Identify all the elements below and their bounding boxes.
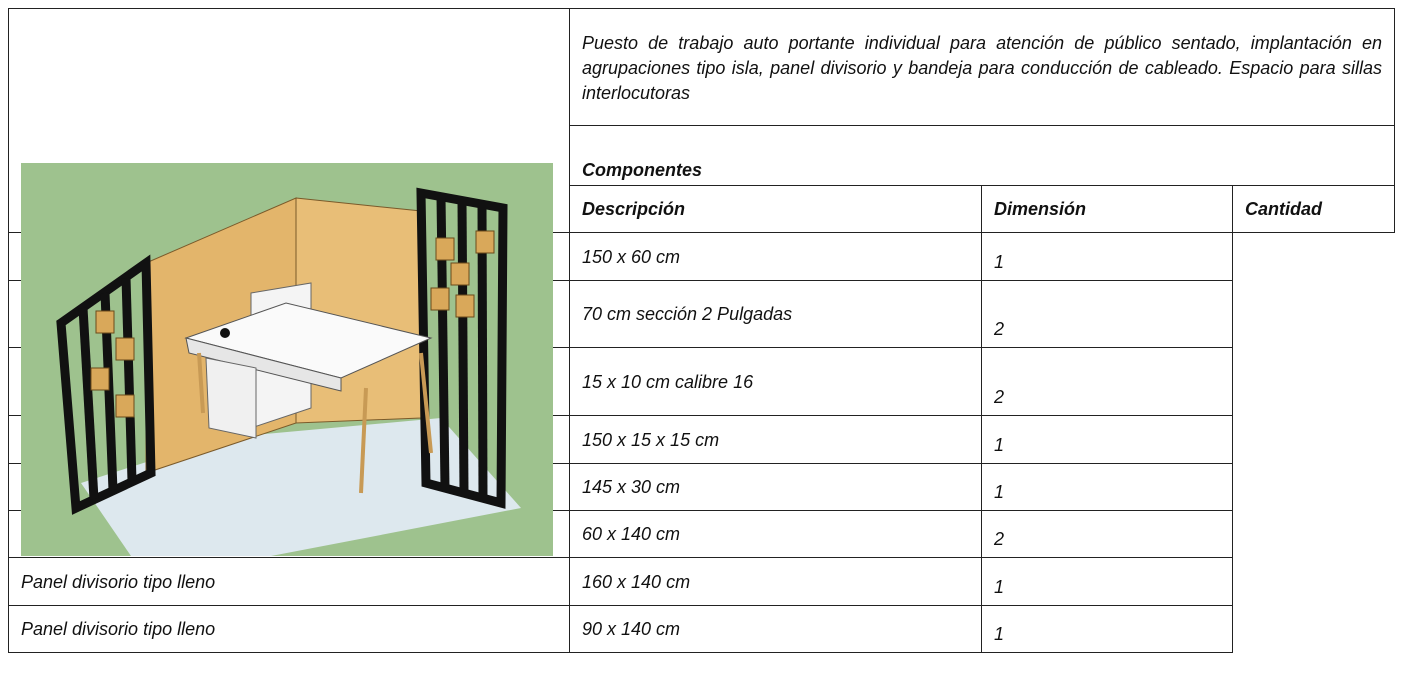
table-cell: 1 xyxy=(981,557,1233,606)
table-cell: 2 xyxy=(981,347,1233,416)
table-cell: Panel divisorio tipo lleno xyxy=(8,557,570,606)
table-cell: 90 x 140 cm xyxy=(569,605,982,653)
table-cell: 2 xyxy=(981,510,1233,558)
components-label: Componentes xyxy=(569,125,1395,186)
table-cell: 70 cm sección 2 Pulgadas xyxy=(569,280,982,348)
table-cell: 15 x 10 cm calibre 16 xyxy=(569,347,982,416)
table-cell: Panel divisorio tipo lleno xyxy=(8,605,570,653)
table-cell: 150 x 15 x 15 cm xyxy=(569,415,982,464)
workstation-illustration xyxy=(21,163,553,556)
header-cell: Dimensión xyxy=(981,185,1233,233)
table-cell: 60 x 140 cm xyxy=(569,510,982,558)
spec-table: Puesto de trabajo auto portante individu… xyxy=(8,8,1395,653)
table-cell: 1 xyxy=(981,415,1233,464)
table-row: Panel divisorio tipo lleno 160 x 140 cm 1 xyxy=(8,557,1395,606)
image-cell xyxy=(8,8,570,556)
description: Puesto de trabajo auto portante individu… xyxy=(569,8,1395,126)
table-cell: 2 xyxy=(981,280,1233,348)
table-cell: 160 x 140 cm xyxy=(569,557,982,606)
table-cell: 1 xyxy=(981,605,1233,653)
header-cell: Descripción xyxy=(569,185,982,233)
table-row: Panel divisorio tipo lleno 90 x 140 cm 1 xyxy=(8,605,1395,653)
table-cell: 1 xyxy=(981,463,1233,511)
table-cell: 145 x 30 cm xyxy=(569,463,982,511)
table-cell: 1 xyxy=(981,232,1233,281)
header-cell: Cantidad xyxy=(1232,185,1395,233)
table-cell: 150 x 60 cm xyxy=(569,232,982,281)
